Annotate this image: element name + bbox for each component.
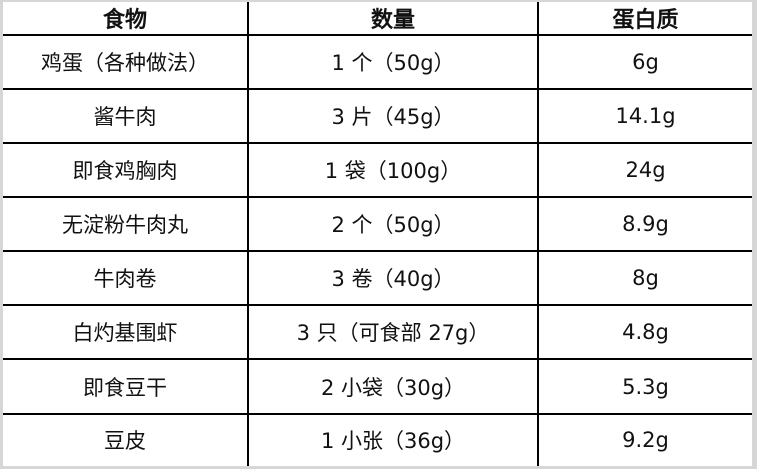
table-row: 即食鸡胸肉 1 袋（100g） 24g [3, 142, 752, 199]
table-row: 鸡蛋（各种做法） 1 个（50g） 6g [3, 33, 752, 91]
cell-food: 即食鸡胸肉 [3, 142, 249, 199]
cell-protein: 8g [537, 250, 752, 307]
cell-quantity: 3 片（45g） [247, 88, 539, 145]
cell-food: 白灼基围虾 [3, 304, 249, 361]
cell-protein: 6g [537, 33, 752, 91]
cell-protein: 14.1g [537, 88, 752, 145]
cell-quantity: 2 小袋（30g） [247, 358, 539, 415]
header-protein: 蛋白质 [537, 2, 752, 36]
cell-quantity: 3 卷（40g） [247, 250, 539, 307]
cell-protein: 9.2g [537, 412, 752, 466]
cell-food: 豆皮 [3, 412, 249, 466]
header-food: 食物 [3, 2, 249, 36]
cell-protein: 4.8g [537, 304, 752, 361]
cell-quantity: 1 个（50g） [247, 33, 539, 91]
table-row: 酱牛肉 3 片（45g） 14.1g [3, 88, 752, 145]
protein-table: 食物 数量 蛋白质 鸡蛋（各种做法） 1 个（50g） 6g 酱牛肉 3 片（45g） 1… [3, 2, 752, 466]
table-row: 牛肉卷 3 卷（40g） 8g [3, 250, 752, 307]
cell-protein: 8.9g [537, 196, 752, 253]
cell-food: 即食豆干 [3, 358, 249, 415]
cell-food: 酱牛肉 [3, 88, 249, 145]
table-row: 无淀粉牛肉丸 2 个（50g） 8.9g [3, 196, 752, 253]
protein-table-container: 食物 数量 蛋白质 鸡蛋（各种做法） 1 个（50g） 6g 酱牛肉 3 片（45g） 1… [3, 2, 752, 466]
cell-quantity: 3 只（可食部 27g） [247, 304, 539, 361]
cell-food: 鸡蛋（各种做法） [3, 33, 249, 91]
cell-food: 无淀粉牛肉丸 [3, 196, 249, 253]
table-row: 即食豆干 2 小袋（30g） 5.3g [3, 358, 752, 415]
table-row: 白灼基围虾 3 只（可食部 27g） 4.8g [3, 304, 752, 361]
cell-food: 牛肉卷 [3, 250, 249, 307]
cell-protein: 24g [537, 142, 752, 199]
header-quantity: 数量 [247, 2, 539, 36]
table-header-row: 食物 数量 蛋白质 [3, 2, 752, 36]
cell-quantity: 1 小张（36g） [247, 412, 539, 466]
table-row: 豆皮 1 小张（36g） 9.2g [3, 412, 752, 466]
cell-protein: 5.3g [537, 358, 752, 415]
cell-quantity: 2 个（50g） [247, 196, 539, 253]
cell-quantity: 1 袋（100g） [247, 142, 539, 199]
